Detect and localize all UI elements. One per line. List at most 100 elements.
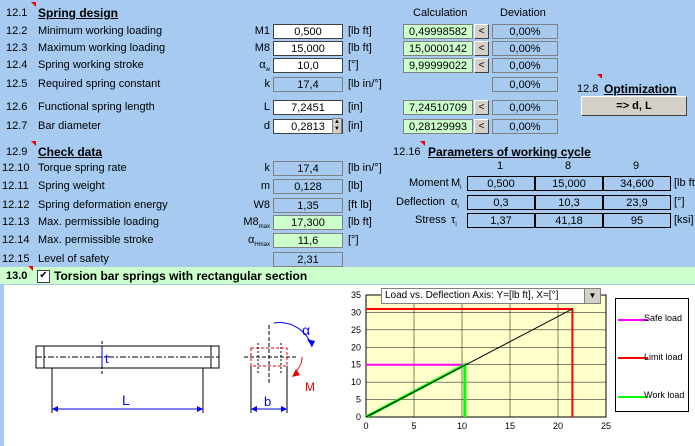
- design-row-num: 12.4: [6, 59, 28, 71]
- design-row-value: 17,4: [273, 77, 343, 92]
- check-row-num: 12.14: [2, 234, 30, 246]
- apply-calc-button[interactable]: <: [474, 100, 489, 115]
- design-row-unit: [lb ft]: [348, 42, 372, 54]
- design-row-value[interactable]: 15,000: [273, 41, 343, 56]
- cycle-cell: 0,500: [467, 176, 535, 191]
- y-tick-label: 30: [351, 307, 361, 317]
- cycle-cell: 10,3: [535, 195, 603, 210]
- check-row-label: Level of safety: [38, 253, 109, 265]
- section-num-optimization: 12.8: [577, 83, 599, 95]
- design-row-symbol: L: [263, 101, 270, 113]
- design-row-label: Functional spring length: [38, 101, 155, 113]
- optimization-title: Optimization: [604, 82, 677, 96]
- legend-safe-label: Safe load: [644, 313, 683, 323]
- check-row-value: 1,35: [273, 198, 343, 213]
- cycle-cell: 34,600: [603, 176, 671, 191]
- width-label: b: [264, 394, 271, 409]
- design-row-symbol: αw: [259, 59, 270, 74]
- cycle-cell: 1,37: [467, 213, 535, 228]
- torsion-checkbox[interactable]: ✔: [37, 270, 50, 283]
- check-row-label: Max. permissible stroke: [38, 234, 154, 246]
- x-tick-label: 20: [553, 421, 563, 431]
- design-row-calc: 0,28129993: [403, 119, 473, 134]
- check-row-value: 2,31: [273, 252, 343, 267]
- working-cycle-title: Parameters of working cycle: [428, 145, 591, 159]
- y-tick-label: 20: [351, 342, 361, 352]
- design-row-deviation: 0,00%: [492, 100, 558, 115]
- check-row-unit: [lb ft]: [348, 216, 372, 228]
- cycle-row-unit: [ksi]: [674, 214, 694, 226]
- cycle-col-header: 1: [496, 160, 504, 172]
- calculation-header: Calculation: [413, 7, 468, 19]
- comment-marker: [31, 141, 36, 146]
- cycle-row-symbol: αi: [451, 196, 459, 211]
- check-row-num: 12.11: [2, 180, 29, 192]
- chart-type-value: Load vs. Deflection Axis: Y=[lb ft], X=[…: [385, 290, 559, 301]
- cycle-row-label: Deflection: [396, 196, 445, 208]
- design-row-num: 12.7: [6, 120, 28, 132]
- y-tick-label: 0: [356, 412, 361, 422]
- design-row-symbol: k: [264, 78, 271, 90]
- moment-label: M: [305, 380, 315, 394]
- check-row-label: Spring deformation energy: [38, 199, 168, 211]
- check-row-num: 12.10: [2, 162, 30, 174]
- y-tick-label: 25: [351, 325, 361, 335]
- apply-calc-button[interactable]: <: [474, 58, 489, 73]
- legend-work-label: Work load: [644, 390, 685, 400]
- check-row-unit: [lb in/°]: [348, 162, 382, 174]
- design-row-label: Spring working stroke: [38, 59, 144, 71]
- design-row-unit: [lb ft]: [348, 25, 372, 37]
- apply-calc-button[interactable]: <: [474, 41, 489, 56]
- load-deflection-chart: 0 5 10 15 20 25 0 5 10 15 20 25 30 35: [351, 290, 611, 431]
- design-row-label: Maximum working loading: [38, 42, 166, 54]
- design-row-num: 12.5: [6, 78, 28, 90]
- check-row-symbol: W8: [253, 199, 271, 211]
- design-row-num: 12.2: [6, 25, 28, 37]
- x-tick-label: 25: [601, 421, 611, 431]
- design-row-value[interactable]: 0,500: [273, 24, 343, 39]
- check-row-unit: [ft lb]: [348, 199, 372, 211]
- series-line-diagonal: [365, 308, 573, 418]
- check-row-label: Max. permissible loading: [38, 216, 160, 228]
- diameter-spinner[interactable]: ▲ ▼: [332, 118, 342, 134]
- optimize-button[interactable]: => d, L: [581, 96, 687, 116]
- check-row-label: Spring weight: [38, 180, 105, 192]
- cycle-col-header: 9: [632, 160, 640, 172]
- check-row-num: 12.12: [2, 199, 30, 211]
- design-row-value[interactable]: 10,0: [273, 58, 343, 73]
- design-row-symbol: M8: [254, 42, 270, 54]
- apply-calc-button[interactable]: <: [474, 119, 489, 134]
- design-row-label: Required spring constant: [38, 78, 161, 90]
- apply-calc-button[interactable]: <: [474, 24, 489, 39]
- chart-legend: Safe load Limit load Work load: [615, 298, 689, 412]
- check-row-value: 17,300: [273, 215, 343, 230]
- comment-marker: [28, 266, 33, 271]
- design-row-deviation: 0,00%: [492, 41, 558, 56]
- cycle-row-symbol: Mi: [451, 177, 462, 192]
- deviation-header: Deviation: [500, 7, 546, 19]
- length-label: L: [122, 392, 130, 408]
- torsion-bar-diagram: t L α M b: [35, 322, 315, 413]
- check-row-symbol: M8max: [243, 216, 270, 231]
- comment-marker: [31, 2, 36, 7]
- x-tick-label: 10: [457, 421, 467, 431]
- check-row-symbol: αHmax: [247, 234, 270, 249]
- design-row-deviation: 0,00%: [492, 77, 558, 92]
- design-row-calc: 15,0000142: [403, 41, 473, 56]
- design-row-label: Bar diameter: [38, 120, 101, 132]
- section-num-torsion: 13.0: [6, 270, 28, 282]
- x-tick-label: 15: [505, 421, 515, 431]
- cycle-row-unit: [lb ft: [674, 177, 695, 189]
- design-row-deviation: 0,00%: [492, 58, 558, 73]
- thickness-label: t: [105, 351, 109, 366]
- legend-swatch-limit: [618, 357, 648, 359]
- y-tick-label: 10: [351, 377, 361, 387]
- check-row-label: Torque spring rate: [38, 162, 127, 174]
- chevron-down-icon[interactable]: ▼: [584, 289, 600, 303]
- check-row-num: 12.15: [2, 253, 30, 265]
- torsion-title: Torsion bar springs with rectangular sec…: [54, 269, 308, 283]
- design-row-value[interactable]: 0,2813: [273, 119, 343, 134]
- comment-marker: [597, 74, 602, 79]
- design-row-value[interactable]: 7,2451: [273, 100, 343, 115]
- chart-type-select[interactable]: Load vs. Deflection Axis: Y=[lb ft], X=[…: [381, 288, 601, 304]
